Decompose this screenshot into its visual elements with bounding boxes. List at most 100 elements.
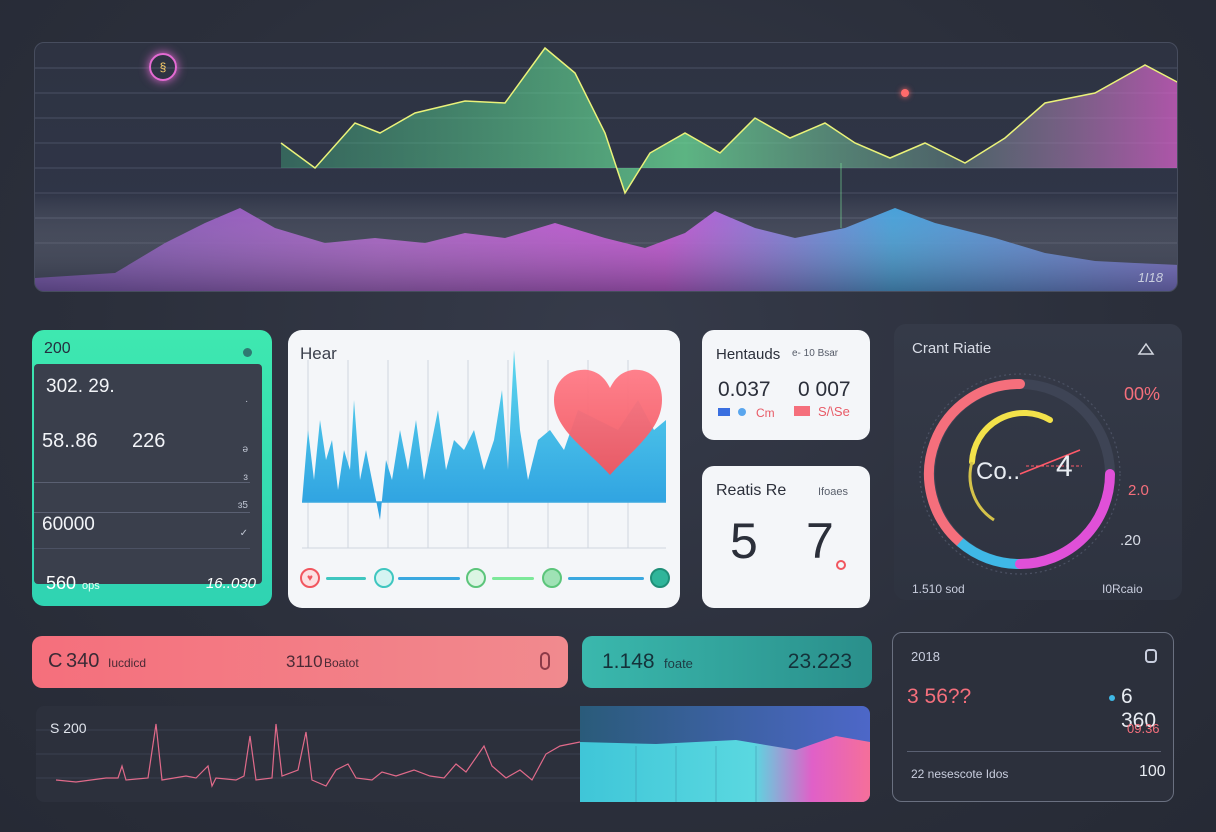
rr-value-b: 7 [806,513,834,569]
heart-card-title: Hear [300,344,337,363]
teal-bar-left-value: 1.148 [602,650,655,673]
ekg-label: S 200 [50,720,87,736]
summary-row-2a: 58..86 [42,430,98,452]
stat-right-value: 6 360 [1121,685,1157,732]
gauge-inner-yellow [969,410,1053,465]
gauge-footer-left: 1.510 sod [912,582,965,596]
top-upper-area [281,48,1177,193]
row-mark-3: ɜ [243,472,248,483]
stat-sub-value: 09.36 [1127,721,1160,736]
legend-label-a: Cm [756,406,775,420]
stat-left-value: 3 56?? [907,685,972,708]
marker-dot [901,89,909,97]
divider [34,512,250,513]
row-mark-1: . [245,394,248,405]
rr-card[interactable]: Reatis Re Ifoaes 5 7 [702,466,870,608]
heart-wave-area [302,350,666,520]
hr-card-title: Hentauds [716,346,781,363]
stat-menu-icon[interactable] [1145,649,1157,663]
gauge-center-number: 4 [1056,450,1073,483]
divider [34,482,250,483]
ekg-area [580,736,870,802]
timeline-node[interactable] [542,568,562,588]
gauge-card[interactable]: Crant Riatie 00% Co.. 4 2.0 .20 1.510 so… [894,324,1182,600]
teal-bar-right-value: 23.223 [787,650,852,673]
legend-swatch-red [794,406,810,416]
timeline-track [398,577,460,580]
heart-card[interactable]: Hear ♥ [288,330,680,608]
summary-row-2b: 226 [132,430,166,452]
summary-header-value: 200 [44,340,71,357]
gauge-side-value-2: .20 [1120,532,1141,549]
metric-bar-teal[interactable]: 1.148 foate 23.223 [582,636,872,688]
row-check-icon: ✓ [239,528,248,539]
hr-card-title-suffix: e- 10 Bsar [792,348,839,359]
timeline-node[interactable] [466,568,486,588]
gauge-tick-ring [919,373,1121,575]
summary-inner-panel: 302. 29. . 58..86 226 ə ɜ ɜ5 60000 ✓ [34,364,262,584]
gauge-chart [919,342,1155,575]
heart-grid [302,360,666,549]
rr-value-a: 5 [730,513,758,569]
summary-footer: 560 ops [46,573,100,594]
rr-status-icon [836,560,846,570]
metric-bar-red[interactable]: C 340 Iucdicd 3110 Boatot [32,636,568,688]
timeline-end-icon[interactable] [650,568,670,588]
red-bar-left-value: 340 [66,650,100,672]
top-upper-line [280,46,1177,195]
heart-timeline-slider[interactable]: ♥ [300,568,670,590]
divider [34,548,250,549]
hr-value-b: 0 007 [798,378,851,401]
ekg-panel: S 200 [36,706,870,802]
red-bar-mid-value: 3110 [286,652,323,671]
summary-footer-unit: ops [82,580,100,592]
gauge-title: Crant Riatie [912,340,992,357]
row-mark-2: ə [242,444,248,455]
summary-footer-right: 16..030 [205,575,256,592]
red-bar-menu-icon[interactable] [540,652,550,670]
stat-footer-left: 22 nesescote Idos [911,767,1009,781]
timeline-start-icon[interactable]: ♥ [300,568,320,588]
gauge-inner-thin [968,461,995,522]
red-bar-left-label: Iucdicd [108,656,147,670]
red-bar-prefix: C [48,650,63,672]
stat-dot-icon [1109,695,1115,701]
stat-top-value: 2018 [911,649,940,664]
summary-row-1: 302. 29. [46,376,115,397]
summary-row-3: 60000 [42,514,95,535]
row-mark-4: ɜ5 [237,500,248,511]
timeline-track [568,577,644,580]
stat-footer-right: 100 [1139,763,1166,780]
gauge-arc-blue [956,538,1021,570]
gauge-arc-pink [1015,469,1115,569]
gauge-percent: 00% [1124,384,1161,404]
heart-icon [554,369,662,475]
gauge-needle [1019,449,1081,475]
timeline-node[interactable] [374,568,394,588]
hr-value-a: 0.037 [718,378,771,401]
rr-card-title: Reatis Re [716,482,787,499]
timeline-track [492,577,534,580]
stat-card[interactable]: 2018 3 56?? 6 360 09.36 22 nesescote Ido… [892,632,1174,802]
legend-dot-icon [738,408,746,416]
divider [907,751,1161,752]
timeline-track [326,577,366,580]
legend-swatch-blue [718,408,730,416]
top-chart-svg [35,46,1177,291]
top-area-chart: § 1I18 [34,42,1178,292]
gauge-footer-right: I0Rcaio [1102,582,1143,596]
alert-ring-icon[interactable]: § [149,53,177,81]
summary-footer-value: 560 [46,573,77,593]
teal-bar-left-label: foate [664,656,693,671]
ekg-chart [36,706,870,802]
ekg-line [55,723,581,788]
legend-label-b: S/\Se [818,404,850,419]
red-bar-mid-label: Boatot [324,656,359,670]
hr-metrics-card[interactable]: Hentauds e- 10 Bsar 0.037 0 007 Cm S/\Se [702,330,870,440]
status-dot-icon [243,348,252,357]
gauge-center-text: Co.. [976,458,1021,485]
gauge-arc-red [923,378,1025,547]
rr-card-subtitle: Ifoaes [818,486,848,498]
summary-card[interactable]: 200 302. 29. . 58..86 226 ə ɜ ɜ5 60000 ✓… [32,330,272,606]
gauge-alert-icon [1137,342,1155,355]
